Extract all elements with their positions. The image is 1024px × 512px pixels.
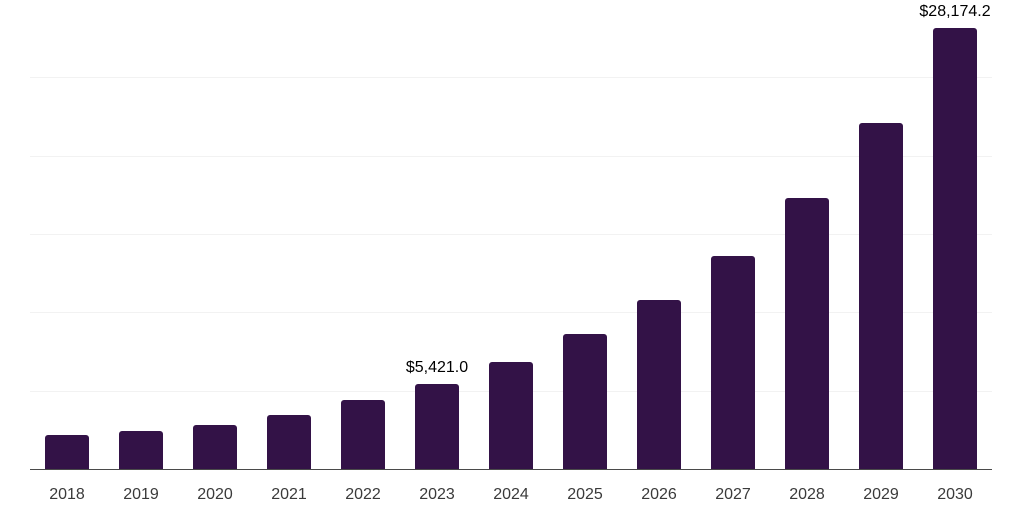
gridline-15000	[30, 234, 992, 235]
bar-2020	[193, 425, 237, 469]
bar-2030	[933, 27, 977, 469]
bar-2025	[563, 334, 607, 469]
bar-2028	[785, 197, 829, 469]
gridline-10000	[30, 312, 992, 314]
x-axis-label-2027: 2027	[715, 486, 751, 503]
x-axis-label-2030: 2030	[937, 486, 973, 503]
x-axis-label-2025: 2025	[567, 486, 603, 503]
bar-slot-2027	[696, 0, 770, 469]
x-axis-label-2023: 2023	[419, 486, 455, 503]
gridline-25000	[30, 77, 992, 79]
bar-2023	[415, 384, 459, 469]
bar-slot-2030: $28,174.2	[918, 0, 992, 469]
bar-2029	[859, 123, 903, 469]
x-axis-label-2029: 2029	[863, 486, 899, 503]
x-axis-label-2024: 2024	[493, 486, 529, 503]
bar-slot-2020	[178, 0, 252, 469]
bar-2026	[637, 300, 681, 469]
bar-value-label-2030: $28,174.2	[919, 2, 991, 20]
bar-value-label-2023: $5,421.0	[405, 359, 469, 377]
x-axis-label-2028: 2028	[789, 486, 825, 503]
bar-slot-2018	[30, 0, 104, 469]
gridline-20000	[30, 155, 992, 157]
bar-slot-2024	[474, 0, 548, 469]
x-axis-label-2020: 2020	[197, 486, 233, 503]
bar-slot-2019	[104, 0, 178, 469]
bar-2027	[711, 256, 755, 469]
bar-2024	[489, 362, 533, 469]
bar-slot-2023: $5,421.0	[400, 0, 474, 469]
bar-2021	[267, 415, 311, 469]
x-axis-label-2019: 2019	[123, 486, 159, 503]
bars-layer: $5,421.0 $28,174.2	[30, 0, 992, 469]
x-axis-label-2018: 2018	[49, 486, 85, 503]
bar-slot-2021	[252, 0, 326, 469]
bar-slot-2029	[844, 0, 918, 469]
x-axis-label-2021: 2021	[271, 486, 307, 503]
x-axis-label-2026: 2026	[641, 486, 677, 503]
bar-slot-2025	[548, 0, 622, 469]
bar-slot-2026	[622, 0, 696, 469]
bar-2022	[341, 399, 385, 469]
bar-2018	[45, 434, 89, 469]
bar-slot-2022	[326, 0, 400, 469]
bar-2019	[119, 430, 163, 469]
x-axis: 2018 2019 2020 2021 2022 2023 2024 2025 2026 2027…	[30, 471, 992, 504]
bar-slot-2028	[770, 0, 844, 469]
plot-area: $5,421.0 $28,174.2	[30, 0, 992, 470]
x-axis-label-2022: 2022	[345, 486, 381, 503]
